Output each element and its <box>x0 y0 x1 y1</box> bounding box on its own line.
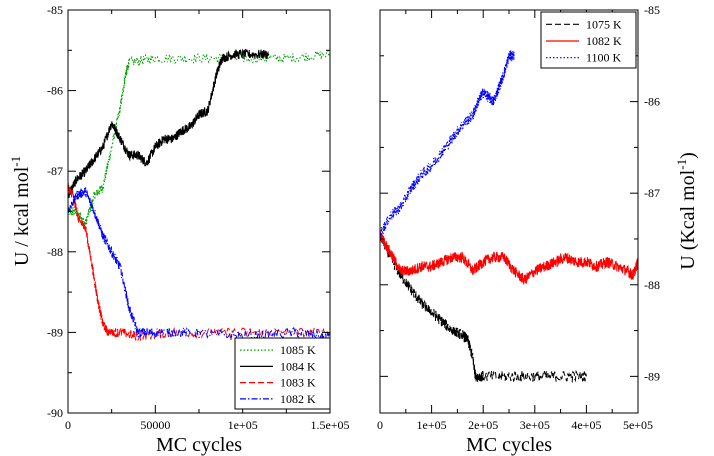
right-x-axis-title: MC cycles <box>466 434 552 456</box>
right-legend-label: 1075 K <box>586 17 622 31</box>
right-series-line-1100-k <box>380 50 515 240</box>
left-x-axis-title: MC cycles <box>156 434 242 456</box>
left-y-tick-label: -89 <box>47 325 63 339</box>
right-y-tick-label: -89 <box>644 369 660 383</box>
left-x-tick-label: 1.5e+05 <box>310 418 349 432</box>
right-x-tick-label: 5e+05 <box>623 418 653 432</box>
right-x-tick-label: 2e+05 <box>468 418 498 432</box>
left-y-axis-title-superscript: -1 <box>8 156 23 167</box>
left-legend-label: 1084 K <box>280 359 316 373</box>
left-legend-label: 1085 K <box>280 343 316 357</box>
left-series-line-1085-k <box>68 49 330 227</box>
right-legend-label: 1100 K <box>586 51 622 65</box>
left-legend-label: 1083 K <box>280 376 316 390</box>
left-legend-label: 1082 K <box>280 392 316 406</box>
right-series-line-1075-k <box>380 230 587 384</box>
left-x-tick-label: 0 <box>65 418 71 432</box>
right-y-tick-label: -86 <box>644 95 660 109</box>
right-x-tick-label: 0 <box>377 418 383 432</box>
left-series-line-1084-k <box>68 48 270 199</box>
right-series-line-1082-k <box>380 230 638 285</box>
right-y-tick-label: -87 <box>644 186 660 200</box>
right-ticks: 0 1e+05 2e+05 3e+05 4e+05 5e+05 -89 -88 -87 -86 -8… <box>377 3 660 432</box>
right-y-tick-label: -85 <box>644 3 660 17</box>
right-plot-data <box>380 50 638 384</box>
right-y-axis-title-main: U (Kcal mol <box>677 169 699 269</box>
right-x-tick-label: 4e+05 <box>571 418 601 432</box>
left-panel: 0 50000 1e+05 1.5e+05 -90 -89 -88 -87 -86 -85 MC … <box>8 3 350 456</box>
right-y-axis-title-superscript: -1 <box>674 159 689 170</box>
right-y-axis-title-close: ) <box>677 152 699 159</box>
right-panel: 0 1e+05 2e+05 3e+05 4e+05 5e+05 -89 -88 -87 -86 -8… <box>377 3 699 456</box>
left-plot-data <box>68 48 330 343</box>
left-ticks: 0 50000 1e+05 1.5e+05 -90 -89 -88 -87 -86 -85 <box>47 3 350 432</box>
right-x-tick-label: 3e+05 <box>520 418 550 432</box>
right-legend: 1075 K 1082 K 1100 K <box>540 11 637 69</box>
left-y-tick-label: -88 <box>47 245 63 259</box>
left-y-tick-label: -85 <box>47 3 63 17</box>
left-legend: 1085 K 1084 K 1083 K 1082 K <box>234 337 331 410</box>
right-y-axis-title: U (Kcal mol-1) <box>674 152 699 270</box>
left-y-axis-title-main: U / kcal mol <box>11 166 33 266</box>
left-series-line-1083-k <box>68 182 330 341</box>
right-legend-box <box>540 11 637 69</box>
left-y-tick-label: -86 <box>47 84 63 98</box>
left-y-tick-label: -87 <box>47 164 63 178</box>
right-y-tick-label: -88 <box>644 278 660 292</box>
left-plot-frame <box>67 9 331 414</box>
left-x-tick-label: 1e+05 <box>228 418 258 432</box>
left-series-line-1082-k <box>68 187 330 343</box>
left-x-tick-label: 50000 <box>140 418 170 432</box>
right-x-tick-label: 1e+05 <box>417 418 447 432</box>
right-legend-label: 1082 K <box>586 34 622 48</box>
left-y-tick-label: -90 <box>47 406 63 420</box>
left-y-axis-title: U / kcal mol-1 <box>8 156 33 266</box>
right-plot-frame <box>379 9 639 414</box>
